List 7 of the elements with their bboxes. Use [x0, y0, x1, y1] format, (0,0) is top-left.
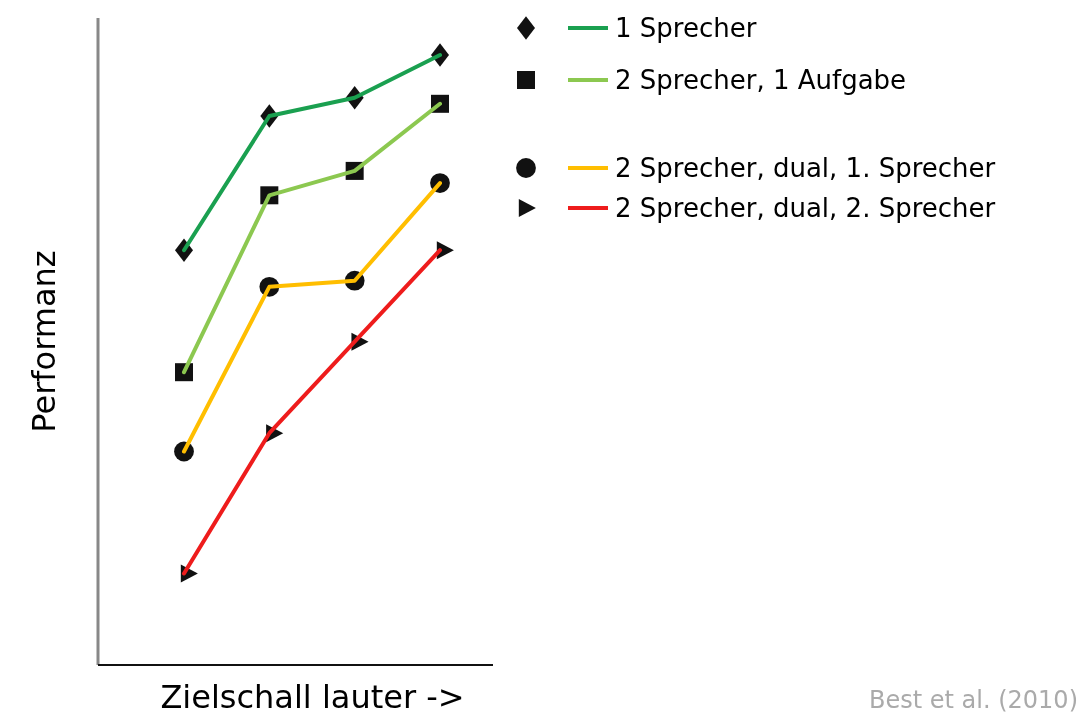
y-axis-title: Performanz — [25, 250, 63, 433]
text: Best et al. (2010) — [868, 686, 1078, 714]
legend-label: 2 Sprecher, dual, 1. Sprecher — [615, 153, 996, 183]
legend-label: 2 Sprecher, 1 Aufgabe — [615, 65, 907, 95]
legend-label: 1 Sprecher — [615, 13, 757, 43]
x-axis-title: Zielschall lauter -> — [160, 678, 465, 716]
legend-label: 2 Sprecher, dual, 2. Sprecher — [615, 193, 996, 223]
